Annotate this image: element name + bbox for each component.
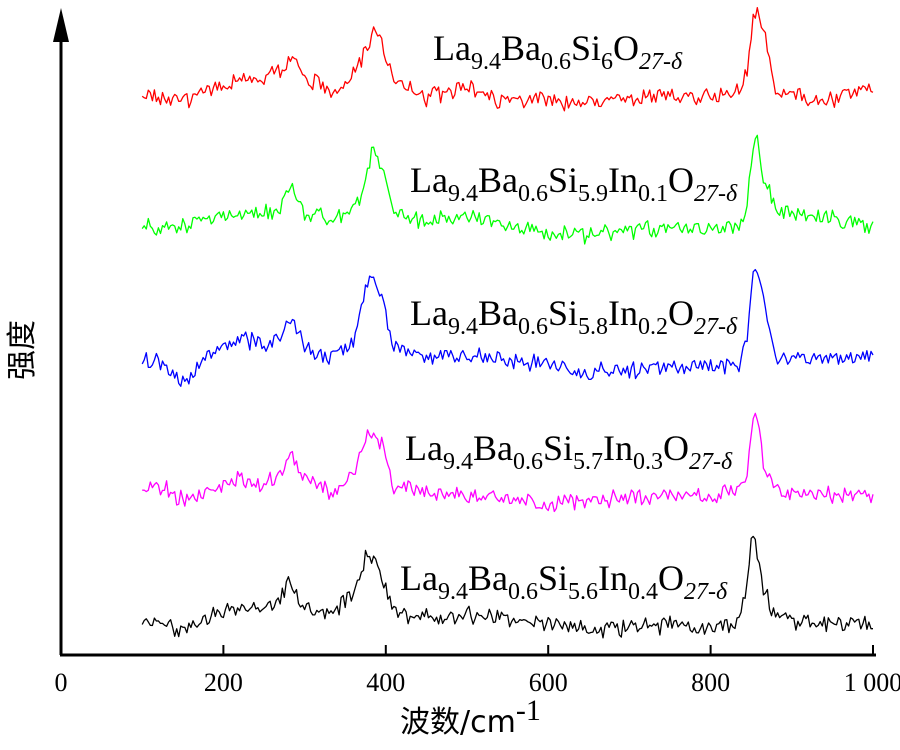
- series-label-part: 0.6: [518, 314, 548, 340]
- series-label-part: 5.6: [568, 579, 598, 605]
- series-label-part: 5.9: [578, 181, 608, 207]
- y-axis-arrow-icon: [53, 8, 69, 42]
- series-label-part: 9.4: [471, 49, 501, 75]
- series-label-part: Ba: [468, 558, 508, 598]
- series-label-part: La: [400, 558, 438, 598]
- series-label-part: Ba: [473, 428, 513, 468]
- series-label-part: Ba: [478, 293, 518, 333]
- series-label-part: In: [603, 428, 633, 468]
- series-line: [141, 6, 874, 112]
- series-label-part: 27-δ: [639, 49, 683, 75]
- series-label-part: 0.1: [638, 181, 668, 207]
- series-line: [142, 412, 874, 513]
- x-tick-label: 800: [691, 668, 730, 697]
- series-label-part: O: [663, 428, 689, 468]
- series-label-part: O: [613, 28, 639, 68]
- series-label-layer: La9.4Ba0.6Si6O27-δLa9.4Ba0.6Si5.9In0.1O2…: [400, 28, 738, 605]
- series-label-part: O: [668, 160, 694, 200]
- series-label-part: La: [410, 160, 448, 200]
- series-label-part: 27-δ: [689, 449, 733, 475]
- series-label-part: 27-δ: [694, 314, 738, 340]
- series-label-part: La: [433, 28, 471, 68]
- series-label-part: Si: [543, 428, 573, 468]
- x-tick-label: 400: [366, 668, 405, 697]
- series-label-part: 0.6: [541, 49, 571, 75]
- series-label-part: In: [598, 558, 628, 598]
- series-label: La9.4Ba0.6Si6O27-δ: [433, 28, 683, 75]
- series-label-part: Si: [548, 293, 578, 333]
- y-axis-title: 强度: [5, 320, 40, 380]
- series-label-part: 6: [601, 49, 613, 75]
- x-tick-label: 600: [529, 668, 568, 697]
- series-label: La9.4Ba0.6Si5.7In0.3O27-δ: [405, 428, 733, 475]
- series-label: La9.4Ba0.6Si5.9In0.1O27-δ: [410, 160, 738, 207]
- series-layer: [141, 6, 874, 639]
- series-label-part: Si: [538, 558, 568, 598]
- series-label-part: Si: [548, 160, 578, 200]
- series-label-part: O: [658, 558, 684, 598]
- series-label-part: 5.8: [578, 314, 608, 340]
- series-label-part: Ba: [478, 160, 518, 200]
- x-ticks: 0 200 400 600 800 1 000: [55, 645, 900, 697]
- series-line: [141, 268, 874, 387]
- x-axis-title-main: 波数/cm: [400, 705, 516, 740]
- series-label-part: 9.4: [448, 314, 478, 340]
- series-label-part: 0.2: [638, 314, 668, 340]
- series-label-part: In: [608, 293, 638, 333]
- series-label-part: Si: [571, 28, 601, 68]
- x-tick-label: 0: [55, 668, 68, 697]
- series-label-part: 0.4: [628, 579, 658, 605]
- x-tick-label: 200: [204, 668, 243, 697]
- axes: [53, 8, 876, 657]
- series-label-part: 0.6: [518, 181, 548, 207]
- series-label-part: O: [668, 293, 694, 333]
- series-label: La9.4Ba0.6Si5.8In0.2O27-δ: [410, 293, 738, 340]
- series-label-part: 0.6: [508, 579, 538, 605]
- series-label-part: 9.4: [443, 449, 473, 475]
- x-axis-title-exponent: -1: [516, 694, 541, 727]
- series-label-part: La: [405, 428, 443, 468]
- series-label-part: 5.7: [573, 449, 603, 475]
- series-label-part: 27-δ: [684, 579, 728, 605]
- series-label-part: Ba: [501, 28, 541, 68]
- series-label-part: 9.4: [438, 579, 468, 605]
- x-axis-title: 波数/cm-1: [400, 694, 541, 740]
- series-label-part: 0.6: [513, 449, 543, 475]
- series-line: [141, 134, 874, 245]
- series-label: La9.4Ba0.6Si5.6In0.4O27-δ: [400, 558, 728, 605]
- series-label-part: 0.3: [633, 449, 663, 475]
- series-label-part: In: [608, 160, 638, 200]
- series-label-part: 27-δ: [694, 181, 738, 207]
- series-line: [141, 535, 873, 639]
- series-label-part: 9.4: [448, 181, 478, 207]
- x-tick-label: 1 000: [844, 668, 900, 697]
- series-label-part: La: [410, 293, 448, 333]
